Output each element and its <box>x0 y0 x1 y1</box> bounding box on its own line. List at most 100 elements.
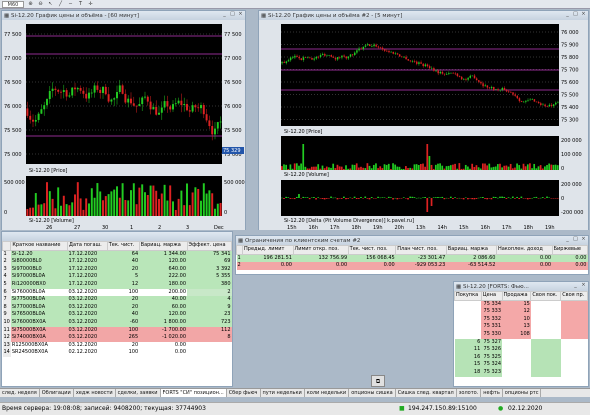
tab-12[interactable]: опционы ртс <box>503 389 542 397</box>
column-header[interactable]: Дата погаш. <box>67 241 108 251</box>
table-row[interactable]: 14 SR24500BX0A 02.12.2020 100 0.00 <box>2 349 232 357</box>
tab-4[interactable]: FORTS "СИ" позицион... <box>160 389 227 397</box>
cell-own-buy <box>530 368 561 377</box>
volume-bar <box>347 168 350 170</box>
tab-5[interactable]: Сбер фьюч <box>227 389 261 397</box>
tab-1[interactable]: Облигации <box>40 389 74 397</box>
column-header[interactable]: План чист. поз. <box>395 245 447 255</box>
volume-bar <box>449 165 452 170</box>
tab-2[interactable]: хедж новости <box>74 389 116 397</box>
delta-bar <box>499 196 501 198</box>
delta-bar <box>315 198 317 200</box>
table-row[interactable]: 2 Si80000BL0 17.12.2020 40 120.00 69 <box>2 258 232 266</box>
cell-pos: 100 <box>107 288 140 297</box>
column-header[interactable]: Покупка <box>454 291 482 301</box>
symbol-combo[interactable]: M60 <box>2 0 24 8</box>
column-header[interactable]: Предыд. лимит <box>242 245 294 255</box>
column-header[interactable]: Своя пок. <box>530 291 562 301</box>
column-header[interactable]: Цена <box>480 291 503 301</box>
volume-bar <box>34 193 37 216</box>
table-row[interactable]: 1 Si-12.20 17.12.2020 64 1 344.00 75 341 <box>2 250 232 259</box>
candle-body <box>93 85 96 93</box>
orderbook-row[interactable]: 75 332 10 <box>454 315 588 324</box>
price-tick-left: 77 500 <box>4 32 22 38</box>
maximize-icon[interactable]: □ <box>230 11 235 17</box>
candle-body <box>518 98 521 102</box>
volume-bar <box>445 166 448 170</box>
table-row[interactable]: 5 Ri120000BX0 17.12.2020 12 180.00 380 <box>2 280 232 289</box>
minimize-icon[interactable]: _ <box>566 11 569 17</box>
maximize-icon[interactable]: □ <box>573 11 578 17</box>
tab-7[interactable]: коли недельки <box>305 389 350 397</box>
tab-6[interactable]: пути недельки <box>261 389 305 397</box>
candle-body <box>503 87 506 91</box>
tab-0[interactable]: след. неделя <box>0 389 40 397</box>
column-header[interactable]: Краткое название <box>10 241 69 251</box>
tab-3[interactable]: сделки, заявки <box>116 389 161 397</box>
orderbook-row[interactable]: 18 75 323 <box>454 368 588 377</box>
volume-bar <box>340 166 343 170</box>
table-row[interactable]: 10 Si76000BX0A 03.12.2020 -60 1 800.00 723 <box>2 318 232 327</box>
table-row[interactable]: 4 Si97000BL0A 17.12.2020 5 222.00 5 355 <box>2 273 232 281</box>
column-header[interactable]: Тек. чист. <box>106 241 140 251</box>
line-tool-icon[interactable]: ╱ <box>58 0 62 7</box>
column-header[interactable]: Продажа <box>501 291 532 301</box>
column-header[interactable]: Биржевые <box>551 245 589 255</box>
orderbook-row[interactable]: 75 331 13 <box>454 323 588 331</box>
column-header[interactable]: Лимит откр. поз. <box>292 245 349 255</box>
column-header[interactable]: Тек. чист. поз. <box>347 245 397 255</box>
minimize-icon[interactable]: _ <box>223 11 226 17</box>
orderbook-row[interactable]: 11 75 326 <box>454 346 588 354</box>
delta-bar <box>364 196 367 198</box>
crosshair-icon[interactable]: ✛ <box>88 0 93 7</box>
table-row[interactable]: 2 0.00 0.00 0.00 -929 053.23 -63 514.52 0.00 0.… <box>236 262 588 270</box>
orderbook-row[interactable]: 6 75 327 <box>454 338 588 347</box>
table-row[interactable]: 9 Si76500BL0A 03.12.2020 40 120.00 23 <box>2 311 232 319</box>
volume-bar <box>385 164 388 170</box>
close-icon[interactable]: × <box>581 282 586 288</box>
table-row[interactable]: 6 Si76000BL0A 03.12.2020 100 200.00 2 <box>2 288 232 297</box>
candle-body <box>292 57 294 59</box>
volume-bar <box>211 193 214 216</box>
column-header[interactable]: Вариац. маржа <box>138 241 188 251</box>
hourly-price-chart[interactable]: 77 500 77 500 77 000 77 000 76 500 76 500 76 0… <box>2 20 245 230</box>
maximize-icon[interactable]: □ <box>573 236 578 242</box>
five-minute-price-chart[interactable]: 76 000 75 900 75 800 75 700 75 600 75 500 75 4… <box>259 20 588 230</box>
pointer-icon[interactable]: ↖ <box>48 0 53 7</box>
minimize-icon[interactable]: _ <box>566 236 569 242</box>
candle-body <box>96 85 99 90</box>
text-tool-icon[interactable]: T <box>78 0 83 7</box>
table-row[interactable]: 3 Si97000BL0 17.12.2020 20 640.00 3 392 <box>2 265 232 274</box>
hline-tool-icon[interactable]: ─ <box>68 0 72 7</box>
column-header[interactable]: Вариац. маржа <box>445 245 497 255</box>
cell-g: 0.00 <box>552 254 588 263</box>
close-icon[interactable]: × <box>581 11 586 17</box>
table-row[interactable]: 12 Si74000BX0A 03.12.2020 265 -1 020.00 8 <box>2 334 232 342</box>
tab-10[interactable]: золото. <box>457 389 482 397</box>
orderbook-row[interactable]: 75 333 12 <box>454 308 588 316</box>
orderbook-row[interactable]: 75 334 15 <box>454 300 588 309</box>
candle-body <box>177 100 180 104</box>
table-row[interactable]: 13 R125000BX0A 03.12.2020 20 0.00 <box>2 341 232 350</box>
tab-8[interactable]: опционы сишка <box>349 389 396 397</box>
table-row[interactable]: 7 Si77500BL0A 03.12.2020 20 40.00 4 <box>2 296 232 304</box>
candle-body <box>529 99 531 101</box>
zoom-out-icon[interactable]: ⊖ <box>38 0 43 7</box>
table-row[interactable]: 11 Si75000BX0A 03.12.2020 100 -1 700.00 112 <box>2 326 232 335</box>
column-header[interactable]: Своя пр. <box>560 291 588 301</box>
minimize-icon[interactable]: _ <box>574 282 577 288</box>
tab-11[interactable]: нефть <box>481 389 503 397</box>
tab-9[interactable]: Сишка след. квартал <box>396 389 457 397</box>
column-header[interactable]: Эффект. цена <box>186 241 233 251</box>
zoom-in-icon[interactable]: ⊕ <box>28 0 33 7</box>
column-header[interactable]: Накоплен. доход <box>495 245 553 255</box>
close-icon[interactable]: × <box>238 11 243 17</box>
orderbook-row[interactable]: 15 75 324 <box>454 361 588 369</box>
close-icon[interactable]: × <box>581 236 586 242</box>
table-row[interactable]: 1 196 281.51 132 756.99 156 068.45 -23 301.4… <box>236 254 588 263</box>
volume-bar <box>357 167 360 170</box>
table-row[interactable]: 8 Si77000BL0A 03.12.2020 20 60.00 9 <box>2 303 232 312</box>
orderbook-row[interactable]: 75 330 108 <box>454 330 588 339</box>
minimized-window-icon[interactable]: ⧉ <box>371 375 385 387</box>
orderbook-row[interactable]: 16 75 325 <box>454 353 588 362</box>
